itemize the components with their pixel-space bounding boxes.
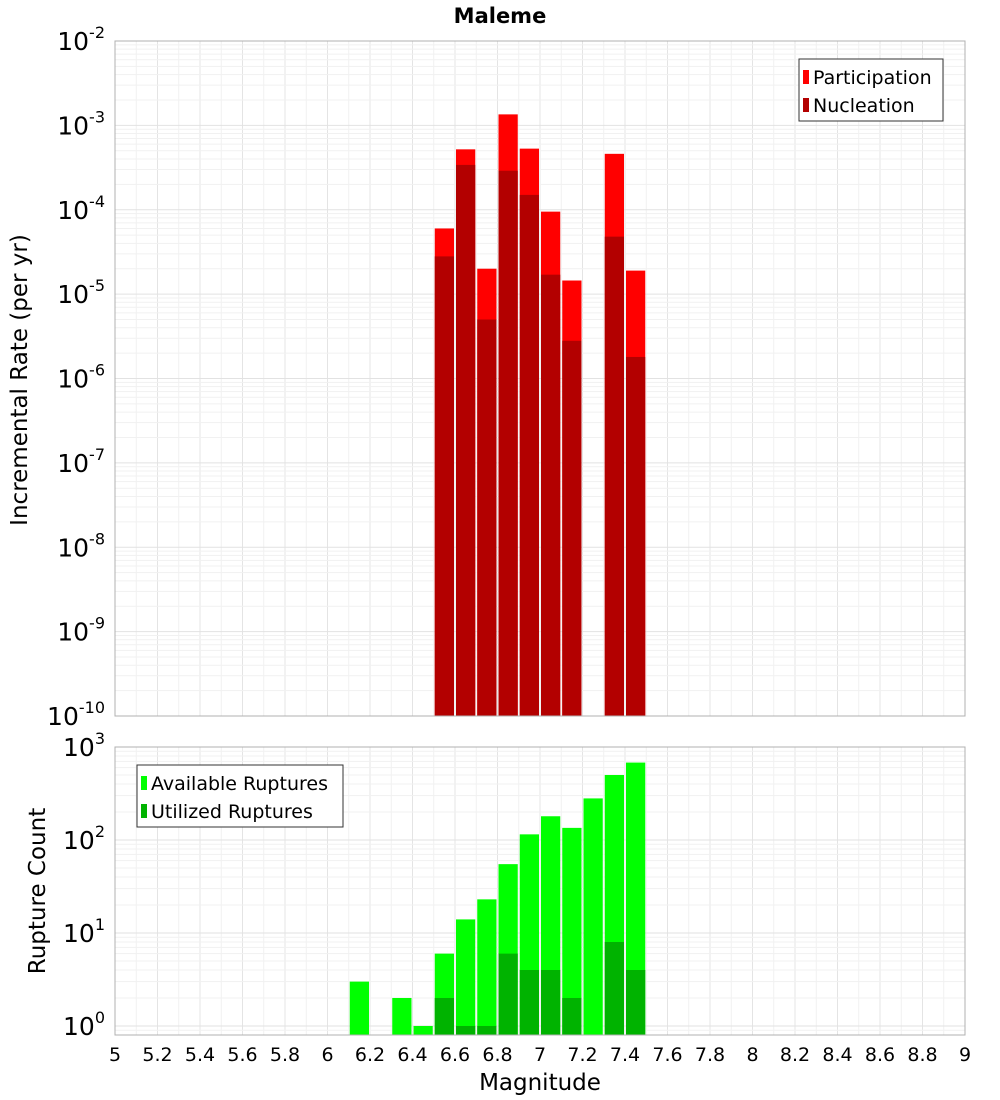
x-tick-label: 6.6 xyxy=(440,1044,470,1066)
bar-nucleation xyxy=(477,319,497,716)
bar-nucleation xyxy=(562,340,582,716)
bar-available-ruptures xyxy=(626,762,646,1035)
bar-utilized-ruptures xyxy=(434,997,454,1035)
x-tick-label: 5.6 xyxy=(227,1044,257,1066)
x-tick-label: 8 xyxy=(746,1044,758,1066)
bar-utilized-ruptures xyxy=(562,997,582,1035)
bar-nucleation xyxy=(434,256,454,716)
y-tick-label: 100 xyxy=(63,1008,105,1041)
bar-nucleation xyxy=(604,236,624,716)
y-tick-label: 10-8 xyxy=(57,529,105,562)
y-tick-label: 10-7 xyxy=(57,445,105,478)
top-y-axis-label: Incremental Rate (per yr) xyxy=(7,234,33,526)
x-axis-label: Magnitude xyxy=(479,1070,601,1096)
bar-utilized-ruptures xyxy=(456,1025,476,1035)
participation-nucleation-plot: 10-10 10-9 10-8 10-7 10-6 10-5 10-4 10-3 10-2 Par… xyxy=(47,23,966,731)
x-tick-label: 9 xyxy=(959,1044,971,1066)
x-tick-label: 7.2 xyxy=(567,1044,597,1066)
x-tick-label: 6 xyxy=(321,1044,333,1066)
bar-utilized-ruptures xyxy=(477,1025,497,1035)
x-tick-label: 8.2 xyxy=(780,1044,810,1066)
y-tick-label: 10-5 xyxy=(57,276,105,309)
legend-swatch xyxy=(803,98,809,112)
bar-nucleation xyxy=(519,194,539,716)
legend-box xyxy=(136,764,344,828)
legend-label: Participation xyxy=(813,67,932,89)
plot-frame xyxy=(114,746,966,1036)
bar-available-ruptures xyxy=(392,997,412,1035)
legend-label: Utilized Ruptures xyxy=(151,801,313,823)
y-tick-label: 101 xyxy=(63,915,105,948)
legend-label: Nucleation xyxy=(813,95,915,117)
y-tick-label: 10-10 xyxy=(47,698,105,731)
bar-available-ruptures xyxy=(456,919,476,1035)
x-tick-label: 8.4 xyxy=(822,1044,852,1066)
chart-title: Maleme xyxy=(454,4,547,28)
bar-nucleation xyxy=(456,164,476,716)
legend: Participation Nucleation xyxy=(798,58,944,122)
bar-utilized-ruptures xyxy=(626,969,646,1035)
x-tick-label: 6.8 xyxy=(482,1044,512,1066)
bar-nucleation xyxy=(626,356,646,716)
x-tick-label: 5.2 xyxy=(142,1044,172,1066)
bar-utilized-ruptures xyxy=(541,969,561,1035)
y-tick-label: 10-4 xyxy=(57,192,105,225)
bar-utilized-ruptures xyxy=(604,942,624,1035)
x-tick-label: 7.8 xyxy=(695,1044,725,1066)
bar-available-ruptures xyxy=(562,827,582,1035)
y-tick-label: 102 xyxy=(63,822,105,855)
legend-swatch xyxy=(141,804,147,818)
x-tick-label: 7.4 xyxy=(610,1044,640,1066)
x-tick-label: 6.2 xyxy=(355,1044,385,1066)
plot-frame xyxy=(114,40,966,717)
x-tick-label: 7 xyxy=(534,1044,546,1066)
x-tick-label: 5.8 xyxy=(270,1044,300,1066)
y-tick-label: 10-3 xyxy=(57,107,105,140)
x-tick-label: 8.8 xyxy=(907,1044,937,1066)
legend-label: Available Ruptures xyxy=(151,773,328,795)
x-tick-label: 5 xyxy=(109,1044,121,1066)
y-tick-label: 10-6 xyxy=(57,361,105,394)
legend: Available Ruptures Utilized Ruptures xyxy=(136,764,344,828)
bottom-y-axis-label: Rupture Count xyxy=(25,808,51,974)
bar-nucleation xyxy=(498,170,518,716)
y-tick-label: 10-2 xyxy=(57,23,105,56)
bar-available-ruptures xyxy=(477,899,497,1035)
bar-utilized-ruptures xyxy=(498,953,518,1035)
bar-nucleation xyxy=(541,274,561,716)
x-tick-label: 6.4 xyxy=(397,1044,427,1066)
bar-utilized-ruptures xyxy=(519,969,539,1035)
x-tick-label: 5.4 xyxy=(185,1044,215,1066)
bar-available-ruptures xyxy=(349,981,369,1035)
bar-available-ruptures xyxy=(413,1025,433,1035)
x-tick-label: 8.6 xyxy=(865,1044,895,1066)
legend-box xyxy=(798,58,944,122)
legend-swatch xyxy=(803,70,809,84)
y-tick-label: 103 xyxy=(63,729,105,762)
x-tick-label: 7.6 xyxy=(652,1044,682,1066)
legend-swatch xyxy=(141,776,147,790)
y-tick-label: 10-9 xyxy=(57,614,105,647)
bar-available-ruptures xyxy=(583,798,603,1035)
